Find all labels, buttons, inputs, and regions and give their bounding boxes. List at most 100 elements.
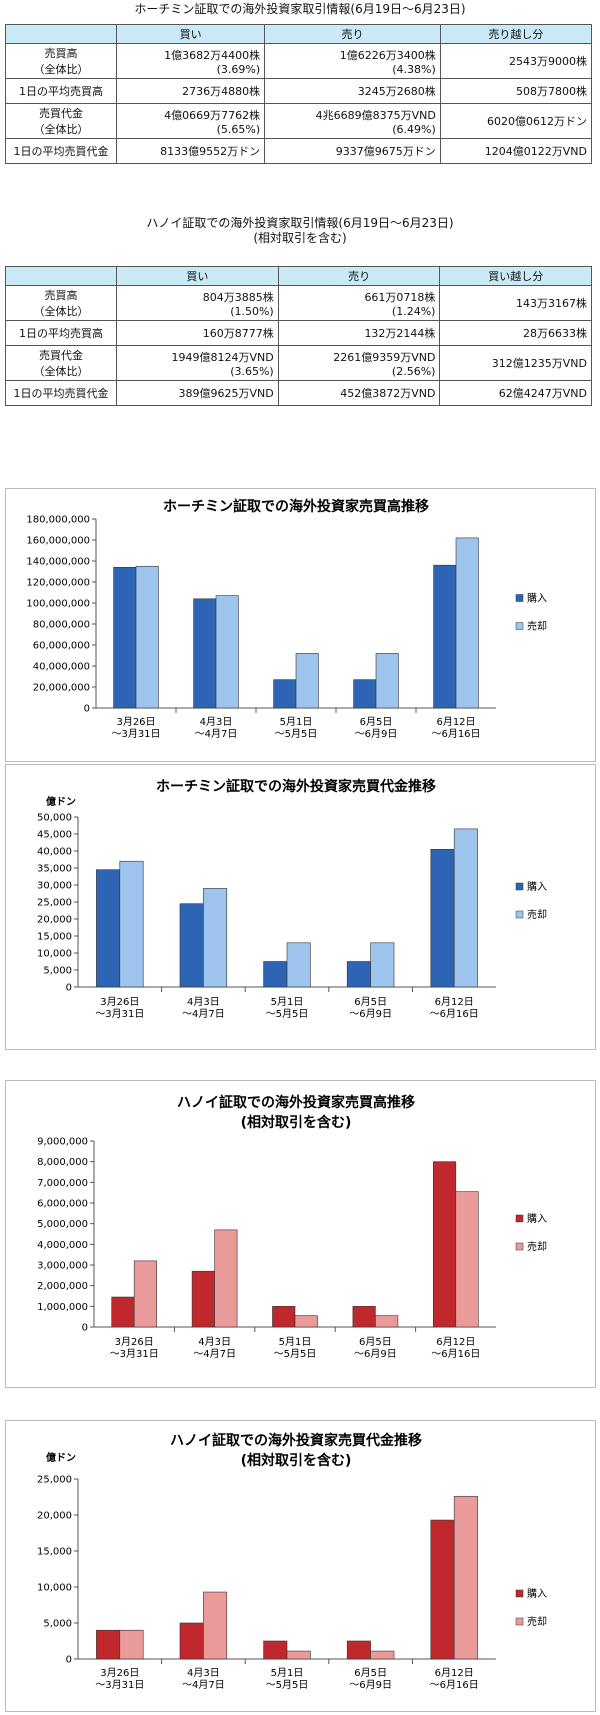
row-label: 1日の平均売買代金 bbox=[5, 138, 117, 164]
table-row: 1日の平均売買高 2736万4880株 3245万2680株 508万7800株 bbox=[5, 78, 593, 104]
x-tick-label: 3月26日 bbox=[100, 996, 139, 1008]
bar-buy bbox=[273, 679, 297, 709]
bar-buy bbox=[272, 1306, 296, 1328]
legend-swatch bbox=[515, 882, 524, 891]
net-cell: 6020億0612万ドン bbox=[439, 103, 593, 139]
bar-buy bbox=[346, 1640, 371, 1660]
y-tick-label: 180,000,000 bbox=[26, 515, 90, 526]
bar-buy bbox=[96, 1629, 121, 1660]
buy-cell: 1億3682万4400株 (3.69%) bbox=[115, 43, 266, 79]
x-tick-label: ～4月7日 bbox=[182, 1008, 225, 1020]
header-blank bbox=[5, 266, 117, 286]
bar-sell bbox=[455, 1191, 479, 1328]
bar-sell bbox=[135, 565, 159, 709]
legend-swatch bbox=[515, 622, 524, 630]
bar-sell bbox=[119, 860, 144, 988]
x-tick-label: 3月26日 bbox=[115, 1336, 154, 1348]
row-label: 売買高 （全体比） bbox=[5, 43, 117, 79]
net-cell: 1204億0122万VND bbox=[439, 138, 593, 164]
net-cell: 28万6633株 bbox=[439, 320, 592, 346]
buy-cell: 2736万4880株 bbox=[115, 78, 266, 104]
x-tick-label: ～5月5日 bbox=[275, 728, 318, 740]
table-row: 売買代金 （全体比） 1949億8124万VND (3.65%) 2261億9359… bbox=[5, 345, 592, 381]
x-tick-label: ～3月31日 bbox=[95, 1679, 144, 1691]
x-tick-label: ～3月31日 bbox=[110, 1348, 159, 1360]
table-header-row: 買い 売り 売り越し分 bbox=[5, 24, 593, 44]
x-tick-label: 6月12日 bbox=[435, 996, 474, 1008]
x-tick-label: 6月5日 bbox=[360, 716, 393, 728]
x-tick-label: 3月26日 bbox=[100, 1667, 139, 1679]
y-tick-label: 25,000 bbox=[37, 1475, 72, 1486]
chart-title: ホーチミン証取での海外投資家売買代金推移 bbox=[156, 778, 436, 795]
bar-sell bbox=[214, 1229, 238, 1328]
bar-buy bbox=[179, 903, 204, 988]
y-tick-label: 5,000 bbox=[43, 966, 72, 977]
header-net: 売り越し分 bbox=[439, 24, 593, 44]
legend-label: 購入 bbox=[527, 592, 547, 605]
table-row: 1日の平均売買高 160万8777株 132万2144株 28万6633株 bbox=[5, 320, 592, 346]
net-cell: 312億1235万VND bbox=[439, 345, 592, 381]
bar-sell bbox=[295, 653, 319, 709]
sell-cell: 2261億9359万VND (2.56%) bbox=[277, 345, 441, 381]
table-row: 売買高 （全体比） 1億3682万4400株 (3.69%) 1億6226万3400… bbox=[5, 43, 593, 79]
x-tick-label: 6月5日 bbox=[354, 996, 387, 1008]
buy-cell: 1949億8124万VND (3.65%) bbox=[116, 345, 279, 381]
table-header-row: 買い 売り 買い越し分 bbox=[5, 266, 592, 286]
net-cell: 143万3167株 bbox=[439, 285, 592, 321]
y-tick-label: 0 bbox=[82, 1323, 88, 1334]
bar-buy bbox=[113, 567, 137, 709]
y-tick-label: 25,000 bbox=[37, 898, 72, 909]
chart-title: (相対取引を含む) bbox=[241, 1114, 352, 1131]
y-tick-label: 2,000,000 bbox=[37, 1281, 88, 1292]
x-tick-label: 6月12日 bbox=[436, 716, 475, 728]
chart-hcm-value: ホーチミン証取での海外投資家売買代金推移 億ドン 0 5,000 10,000 15,00… bbox=[5, 764, 596, 1050]
x-tick-label: 5月1日 bbox=[271, 996, 304, 1008]
header-sell: 売り bbox=[277, 266, 441, 286]
x-tick-label: 4月3日 bbox=[198, 1336, 231, 1348]
x-tick-label: 4月3日 bbox=[187, 996, 220, 1008]
bar-buy bbox=[353, 679, 377, 709]
y-tick-label: 15,000 bbox=[37, 1547, 72, 1558]
x-tick-label: ～5月5日 bbox=[274, 1348, 317, 1360]
x-tick-label: ～6月16日 bbox=[430, 1679, 479, 1691]
y-tick-label: 40,000 bbox=[37, 847, 72, 858]
row-label: 売買代金 （全体比） bbox=[5, 103, 117, 139]
y-tick-label: 3,000,000 bbox=[37, 1261, 88, 1272]
y-tick-label: 30,000 bbox=[37, 881, 72, 892]
bar-sell bbox=[455, 537, 479, 709]
row-label: 1日の平均売買高 bbox=[5, 78, 117, 104]
y-tick-label: 4,000,000 bbox=[37, 1240, 88, 1251]
header-buy: 買い bbox=[115, 24, 266, 44]
table-row: 売買高 （全体比） 804万3885株 (1.50%) 661万0718株 (1.24… bbox=[5, 285, 592, 321]
y-tick-label: 50,000 bbox=[37, 813, 72, 824]
x-tick-label: 6月5日 bbox=[354, 1667, 387, 1679]
bar-sell bbox=[119, 1629, 144, 1660]
chart-svg: ハノイ証取での海外投資家売買代金推移 (相対取引を含む) 億ドン 0 5,000 10,0… bbox=[37, 1432, 547, 1691]
bar-buy bbox=[191, 1270, 215, 1328]
bar-buy bbox=[346, 961, 371, 988]
legend-label: 売却 bbox=[527, 1240, 547, 1253]
y-tick-label: 0 bbox=[84, 704, 90, 715]
chart-svg: ホーチミン証取での海外投資家売買高推移 0 20,000,000 40,000,000… bbox=[26, 498, 547, 740]
x-tick-label: 6月12日 bbox=[435, 1667, 474, 1679]
bar-buy bbox=[263, 961, 288, 988]
header-blank bbox=[5, 24, 117, 44]
x-tick-label: 4月3日 bbox=[187, 1667, 220, 1679]
x-tick-label: ～3月31日 bbox=[111, 728, 160, 740]
y-tick-label: 1,000,000 bbox=[37, 1302, 88, 1313]
legend-swatch bbox=[515, 1589, 524, 1598]
header-sell: 売り bbox=[264, 24, 441, 44]
x-tick-label: ～4月7日 bbox=[193, 1348, 236, 1360]
y-tick-label: 160,000,000 bbox=[26, 536, 90, 547]
chart-title: ハノイ証取での海外投資家売買高推移 bbox=[177, 1094, 415, 1111]
buy-cell: 160万8777株 bbox=[116, 320, 279, 346]
net-cell: 62億4247万VND bbox=[439, 380, 592, 406]
legend-swatch bbox=[515, 910, 524, 919]
row-label: 1日の平均売買代金 bbox=[5, 380, 117, 406]
y-tick-label: 8,000,000 bbox=[37, 1157, 88, 1168]
bar-sell bbox=[370, 942, 395, 988]
bar-sell bbox=[453, 1495, 478, 1660]
bar-buy bbox=[179, 1622, 204, 1660]
row-label: 1日の平均売買高 bbox=[5, 320, 117, 346]
